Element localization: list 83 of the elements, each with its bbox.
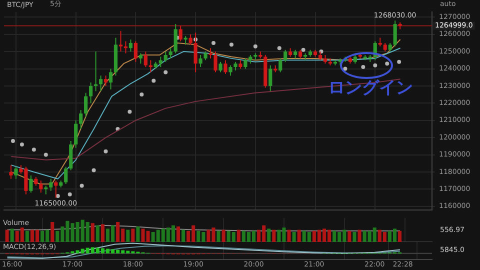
bar xyxy=(236,230,240,242)
candlestick xyxy=(393,20,397,47)
bar xyxy=(50,222,54,242)
candlestick xyxy=(214,51,218,73)
candlestick xyxy=(144,51,148,68)
bar xyxy=(398,230,402,242)
candlestick xyxy=(168,48,172,59)
bar xyxy=(96,225,100,242)
candlestick xyxy=(74,120,78,148)
point xyxy=(128,110,132,114)
candlestick xyxy=(9,164,13,180)
bar xyxy=(272,230,276,242)
bar xyxy=(267,228,271,242)
point xyxy=(361,65,366,70)
candlestick xyxy=(178,25,182,42)
candlestick xyxy=(39,180,43,194)
point xyxy=(20,142,24,146)
bar xyxy=(182,230,186,242)
candlestick xyxy=(208,48,212,59)
bar xyxy=(5,230,9,242)
candlestick xyxy=(49,178,53,192)
candlestick xyxy=(164,51,168,62)
candlestick xyxy=(104,75,108,86)
candlestick xyxy=(244,58,248,70)
point xyxy=(397,60,402,64)
point xyxy=(212,40,216,45)
bar xyxy=(10,228,14,242)
bar xyxy=(176,226,180,242)
bar xyxy=(297,230,301,242)
candlestick xyxy=(278,58,282,73)
bar xyxy=(292,232,296,242)
point xyxy=(10,139,15,143)
bar xyxy=(352,232,356,242)
candlestick xyxy=(134,40,138,62)
candlestick xyxy=(218,61,222,73)
candlestick xyxy=(14,166,18,180)
candlestick xyxy=(198,54,202,68)
bar xyxy=(348,230,352,242)
bar xyxy=(100,224,104,242)
candlestick xyxy=(138,52,142,64)
candlestick xyxy=(284,49,288,62)
point xyxy=(277,46,282,50)
candlestick xyxy=(128,39,133,52)
candlestick xyxy=(64,166,68,184)
point xyxy=(104,149,108,154)
candlestick xyxy=(84,92,88,118)
bar xyxy=(136,226,140,242)
candlestick xyxy=(108,68,113,90)
candlestick xyxy=(174,24,178,54)
bar xyxy=(131,228,135,242)
bar xyxy=(222,230,226,242)
annotation: ロングイン xyxy=(328,78,413,98)
point xyxy=(385,62,390,66)
point xyxy=(68,192,72,196)
candlestick xyxy=(224,60,228,74)
candlestick xyxy=(118,30,123,52)
bar xyxy=(25,230,29,242)
candlestick xyxy=(29,174,33,194)
candlestick xyxy=(158,56,162,68)
candlestick xyxy=(98,75,103,92)
bar xyxy=(287,230,291,242)
point xyxy=(229,42,234,47)
point xyxy=(301,48,306,52)
point xyxy=(152,78,156,83)
candlestick xyxy=(268,64,272,92)
point xyxy=(164,70,168,74)
candlestick xyxy=(228,64,232,76)
candlestick xyxy=(188,34,192,46)
point xyxy=(32,148,36,152)
point xyxy=(253,44,258,48)
point xyxy=(140,92,144,97)
point xyxy=(373,63,378,68)
point xyxy=(44,152,48,157)
candlestick xyxy=(79,110,83,130)
point xyxy=(56,194,60,198)
point xyxy=(80,184,84,188)
bar xyxy=(216,230,220,242)
bar xyxy=(358,230,362,242)
point xyxy=(92,168,96,172)
bar xyxy=(126,230,130,242)
candlestick xyxy=(88,82,93,104)
candlestick xyxy=(94,51,98,92)
bar xyxy=(90,223,94,242)
